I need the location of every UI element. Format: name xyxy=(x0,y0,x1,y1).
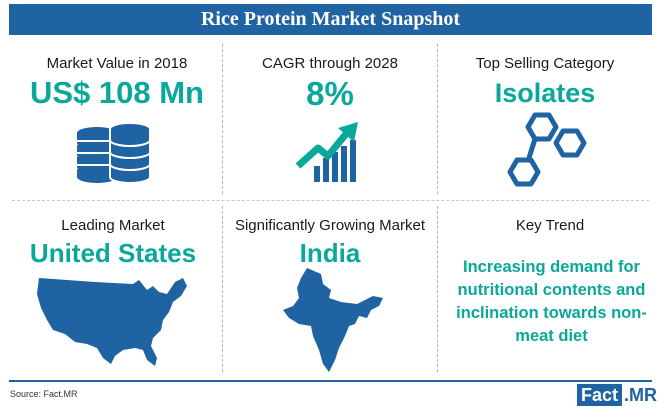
market-value-value: US$ 108 Mn xyxy=(29,75,204,110)
growing-market-label: Significantly Growing Market xyxy=(234,217,426,234)
divider xyxy=(437,206,438,372)
usa-map-icon xyxy=(37,278,187,366)
cagr-cell: CAGR through 2028 8% xyxy=(225,55,435,110)
molecule-hexagon-icon xyxy=(507,112,587,187)
leading-market-value: United States xyxy=(29,238,197,268)
logo-part-mr: .MR xyxy=(624,385,658,405)
top-category-label: Top Selling Category xyxy=(475,55,615,72)
divider xyxy=(12,200,649,201)
key-trend-label: Key Trend xyxy=(515,217,585,234)
logo-part-fact: Fact xyxy=(577,384,623,406)
top-category-cell: Top Selling Category Isolates xyxy=(440,55,650,107)
leading-market-label: Leading Market xyxy=(61,217,165,234)
india-map-icon xyxy=(283,268,383,372)
key-trend-cell: Key Trend xyxy=(445,217,655,234)
growing-market-cell: Significantly Growing Market India xyxy=(225,217,435,266)
page-title: Rice Protein Market Snapshot xyxy=(9,4,652,35)
footer-divider xyxy=(9,380,652,382)
divider xyxy=(222,206,223,372)
cagr-value: 8% xyxy=(306,75,354,112)
growth-chart-icon xyxy=(295,122,358,182)
top-category-value: Isolates xyxy=(494,78,596,108)
market-value-label: Market Value in 2018 xyxy=(46,55,188,72)
divider xyxy=(222,44,223,194)
coins-stack-icon xyxy=(77,122,151,184)
growing-market-value: India xyxy=(299,238,361,268)
key-trend-text: Increasing demand for nutritional conten… xyxy=(456,258,647,345)
divider xyxy=(437,44,438,194)
market-value-cell: Market Value in 2018 US$ 108 Mn xyxy=(12,55,222,108)
leading-market-cell: Leading Market United States xyxy=(8,217,218,266)
factmr-logo: Fact .MR xyxy=(577,384,657,406)
source-note: Source: Fact.MR xyxy=(10,389,78,399)
cagr-label: CAGR through 2028 xyxy=(262,55,398,72)
